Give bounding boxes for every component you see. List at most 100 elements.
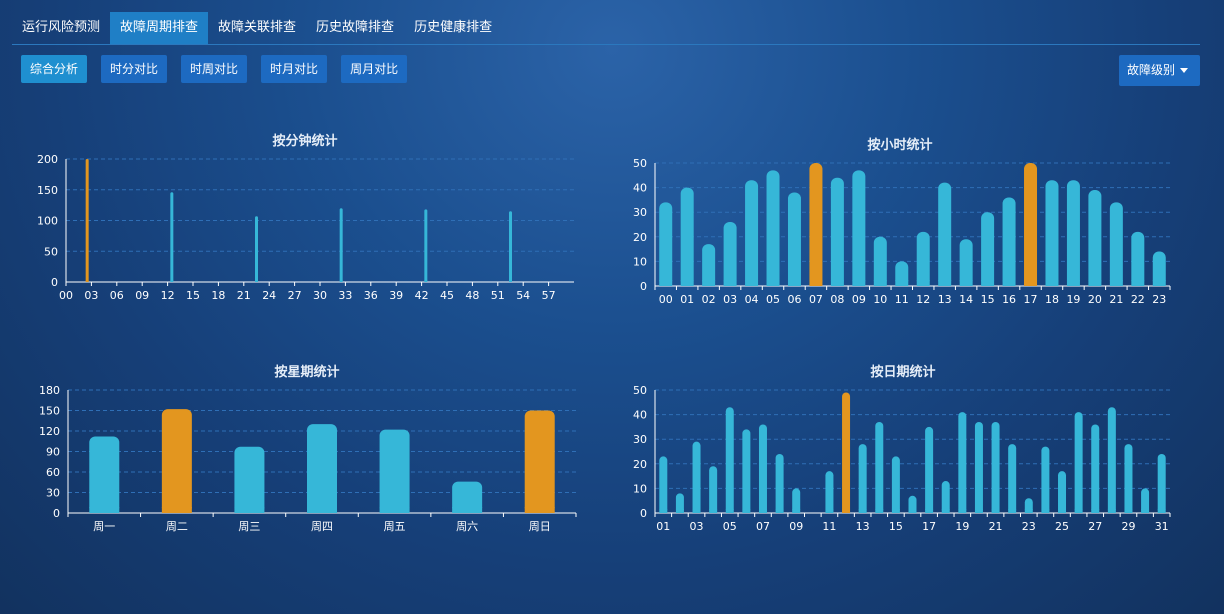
minute-x-tick-label: 24 — [262, 289, 276, 302]
date-x-tick-label: 21 — [989, 520, 1003, 533]
hour-bar-base — [1131, 280, 1145, 286]
fault-level-label: 故障级别 — [1126, 63, 1175, 77]
date-bar-base — [1124, 509, 1133, 513]
date-bar-base — [1008, 509, 1017, 513]
week-month-compare-button[interactable]: 周月对比 — [341, 55, 408, 83]
hour-bar — [723, 222, 737, 286]
hour-x-tick-label: 03 — [723, 293, 737, 306]
hour-y-tick-label: 0 — [640, 280, 647, 293]
week-bar — [234, 446, 265, 513]
minute-x-tick-label: 36 — [364, 289, 378, 302]
hour-x-tick-label: 00 — [659, 293, 673, 306]
hour-bar-base — [702, 280, 716, 286]
date-bar — [692, 441, 701, 513]
tab-history-fault[interactable]: 历史故障排查 — [316, 20, 395, 35]
tab-fault-cycle[interactable]: 故障周期排查 — [110, 12, 209, 44]
analysis-mode-bar: 综合分析 时分对比 时周对比 时月对比 周月对比 — [21, 55, 408, 83]
minute-bar-base — [170, 280, 174, 282]
date-x-tick-label: 23 — [1022, 520, 1036, 533]
date-y-tick-label: 50 — [633, 384, 647, 397]
tab-history-health[interactable]: 历史健康排查 — [414, 20, 493, 35]
hour-minute-compare-button[interactable]: 时分对比 — [101, 55, 168, 83]
week-bar — [307, 424, 337, 513]
hour-x-tick-label: 10 — [873, 293, 887, 306]
date-bar — [958, 412, 967, 513]
hour-bar — [895, 261, 909, 286]
fault-level-dropdown[interactable]: 故障级别 — [1118, 55, 1200, 86]
date-bar — [1141, 488, 1150, 513]
date-x-tick-label: 17 — [922, 520, 936, 533]
date-bar — [742, 429, 751, 513]
date-bar-base — [775, 509, 784, 513]
comprehensive-analysis-button[interactable]: 综合分析 — [21, 55, 88, 83]
hour-week-compare-button[interactable]: 时周对比 — [181, 55, 248, 83]
hour-bar-base — [659, 280, 673, 286]
minute-x-tick-label: 33 — [338, 289, 352, 302]
hour-bar — [981, 212, 995, 286]
date-bar — [825, 471, 834, 513]
hour-bar — [1024, 163, 1038, 286]
hour-bar-base — [723, 280, 737, 286]
hour-bar-base — [1045, 280, 1059, 286]
tab-risk-prediction[interactable]: 运行风险预测 — [22, 20, 101, 35]
date-bar — [758, 424, 767, 513]
minute-bar-base — [509, 280, 512, 282]
date-bar-base — [908, 509, 917, 513]
minute-y-tick-label: 100 — [37, 215, 58, 228]
hour-bar-base — [852, 280, 866, 286]
hour-x-tick-label: 02 — [702, 293, 716, 306]
minute-y-tick-label: 50 — [44, 245, 58, 258]
hour-bar-base — [959, 280, 973, 286]
date-bar-base — [1041, 509, 1050, 513]
date-x-tick-label: 25 — [1055, 520, 1069, 533]
minute-bar — [424, 209, 428, 282]
date-bar-base — [692, 509, 701, 513]
week-bar-base — [524, 507, 555, 513]
date-bar-base — [792, 509, 801, 513]
minute-bar — [255, 216, 258, 282]
week-x-tick-label: 周一 — [93, 520, 115, 533]
date-bar-base — [1091, 509, 1100, 513]
hour-bar — [938, 182, 952, 286]
date-bar — [891, 456, 900, 513]
hour-bar-base — [809, 280, 823, 286]
hour-x-tick-label: 15 — [981, 293, 995, 306]
date-chart-title: 按日期统计 — [870, 365, 936, 380]
date-bar-base — [958, 509, 967, 513]
hour-month-compare-button[interactable]: 时月对比 — [261, 55, 328, 83]
hour-bar-base — [680, 280, 694, 286]
date-bar-base — [1141, 509, 1150, 513]
week-chart-title: 按星期统计 — [274, 365, 340, 380]
hour-bar-base — [1109, 280, 1123, 286]
hour-bar-base — [1024, 280, 1038, 286]
minute-x-tick-label: 15 — [186, 289, 200, 302]
hour-bar — [1045, 180, 1059, 286]
date-bar — [941, 481, 950, 513]
hour-bar — [1066, 180, 1080, 286]
date-bar — [991, 421, 1000, 513]
hour-x-tick-label: 08 — [830, 293, 844, 306]
minute-bar-base — [339, 280, 343, 282]
minute-x-tick-label: 51 — [491, 289, 505, 302]
minute-x-tick-label: 39 — [389, 289, 403, 302]
minute-bar — [170, 192, 174, 282]
date-x-tick-label: 11 — [822, 520, 836, 533]
hour-x-tick-label: 19 — [1066, 293, 1080, 306]
date-x-tick-label: 13 — [856, 520, 870, 533]
date-y-tick-label: 0 — [640, 507, 647, 520]
minute-x-tick-label: 30 — [313, 289, 327, 302]
tab-fault-correlation[interactable]: 故障关联排查 — [218, 20, 297, 35]
hour-bar — [852, 170, 866, 286]
hour-bar — [1088, 190, 1102, 286]
hour-x-tick-label: 12 — [916, 293, 930, 306]
hour-bar-base — [895, 280, 909, 286]
hour-bar — [916, 231, 930, 286]
minute-x-tick-label: 48 — [465, 289, 479, 302]
date-bar — [1074, 412, 1083, 513]
date-bar — [875, 421, 884, 513]
date-bar-base — [974, 509, 983, 513]
date-bar-base — [875, 509, 884, 513]
date-bar — [1157, 453, 1166, 513]
hour-x-tick-label: 13 — [938, 293, 952, 306]
week-y-tick-label: 0 — [53, 507, 60, 520]
